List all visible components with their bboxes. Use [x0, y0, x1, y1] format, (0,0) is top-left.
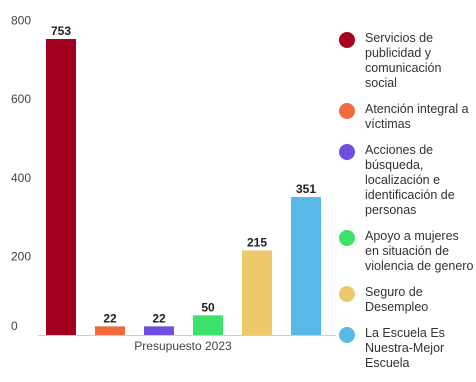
bar-value-label: 50	[201, 300, 215, 314]
legend-label: Servicios de publicidad y comunicación s…	[365, 31, 442, 90]
bar	[193, 315, 223, 335]
bar	[144, 326, 174, 335]
legend-swatch	[339, 286, 355, 302]
y-tick-label: 200	[11, 249, 31, 263]
legend-item: Seguro de Desempleo	[339, 285, 474, 315]
x-tick-label: Presupuesto 2023	[134, 339, 232, 353]
legend-label: Acciones de búsqueda, localización e ide…	[365, 143, 455, 217]
bar-value-label: 22	[103, 311, 117, 325]
bar-value-label: 351	[296, 182, 316, 196]
legend: Servicios de publicidad y comunicación s…	[339, 31, 474, 382]
bar-chart: 0 200 400 600 800 753 22 22 50 215 351 Presupuest…	[11, 14, 336, 353]
y-tick-label: 800	[11, 14, 31, 28]
y-tick-label: 0	[11, 319, 18, 333]
bar	[46, 39, 76, 335]
legend-item: Apoyo a mujeres en situación de violenci…	[339, 229, 474, 274]
bar-value-label: 22	[152, 311, 166, 325]
bar-value-label: 215	[247, 235, 267, 249]
bar	[291, 197, 321, 335]
bar-value-labels: 753 22 22 50 215 351	[51, 24, 316, 325]
legend-swatch	[339, 144, 355, 160]
bars	[46, 39, 321, 335]
legend-swatch	[339, 103, 355, 119]
legend-label: La Escuela Es Nuestra-Mejor Escuela	[365, 326, 445, 370]
legend-swatch	[339, 230, 355, 246]
legend-item: La Escuela Es Nuestra-Mejor Escuela	[339, 326, 474, 371]
bar-value-label: 753	[51, 24, 71, 38]
y-tick-label: 600	[11, 92, 31, 106]
legend-label: Apoyo a mujeres en situación de violenci…	[365, 229, 474, 273]
legend-label: Atención integral a víctimas	[365, 102, 469, 131]
bar	[242, 250, 272, 335]
legend-label: Seguro de Desempleo	[365, 285, 429, 314]
y-axis: 0 200 400 600 800	[11, 14, 31, 333]
legend-item: Acciones de búsqueda, localización e ide…	[339, 143, 474, 218]
legend-swatch	[339, 327, 355, 343]
legend-item: Atención integral a víctimas	[339, 102, 474, 132]
legend-swatch	[339, 32, 355, 48]
y-tick-label: 400	[11, 171, 31, 185]
bar	[95, 326, 125, 335]
legend-item: Servicios de publicidad y comunicación s…	[339, 31, 474, 91]
